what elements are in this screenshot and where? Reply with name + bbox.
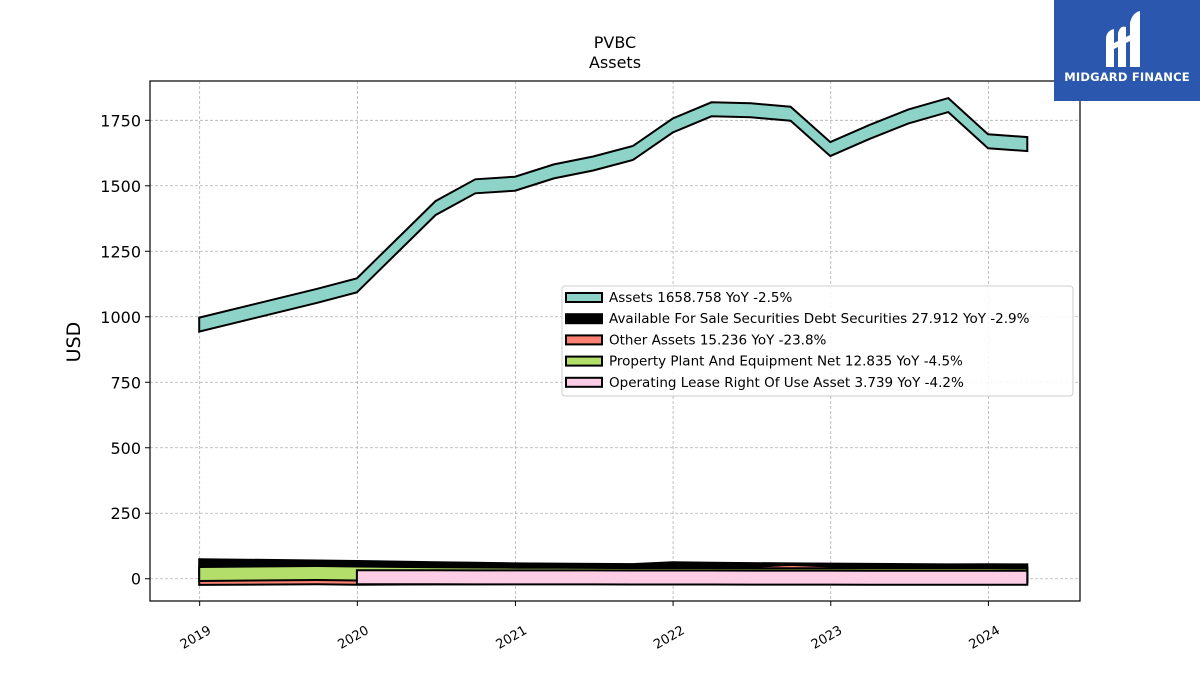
x-tick-label: 2019 (178, 623, 214, 653)
brand-logo-icon (1106, 11, 1140, 68)
x-tick-label: 2023 (809, 623, 845, 653)
legend-box (561, 285, 1074, 397)
y-tick-label: 250 (110, 504, 141, 523)
legend-swatch (565, 376, 603, 388)
y-axis: 0 250 500 750 1000 1250 1500 1750 (100, 111, 150, 589)
series-band (355, 569, 1029, 586)
x-tick-label: 2021 (494, 623, 530, 653)
plot-areas (198, 96, 1029, 586)
chart-title: PVBC (594, 33, 636, 52)
y-tick-label: 0 (131, 570, 141, 589)
brand-name: MIDGARD FINANCE (1064, 70, 1190, 84)
chart-subtitle: Assets (589, 53, 641, 72)
legend-swatch (565, 355, 603, 367)
x-tick-label: 2020 (336, 623, 372, 653)
x-tick-label: 2022 (651, 623, 687, 653)
legend-label: Assets 1658.758 YoY -2.5% (609, 290, 793, 306)
legend-label: Available For Sale Securities Debt Secur… (609, 311, 1030, 327)
y-tick-label: 1500 (100, 177, 141, 196)
series-band (198, 96, 1029, 333)
y-tick-label: 1250 (100, 242, 141, 261)
legend-swatch (565, 313, 603, 325)
brand-logo: MIDGARD FINANCE (1054, 0, 1200, 101)
legend-swatch (565, 334, 603, 346)
y-tick-label: 750 (110, 373, 141, 392)
legend-swatch (565, 292, 603, 303)
x-tick-label: 2024 (967, 623, 1003, 653)
legend-label: Operating Lease Right Of Use Asset 3.739… (609, 375, 964, 391)
legend-label: Property Plant And Equipment Net 12.835 … (609, 354, 963, 370)
legend: Assets 1658.758 YoY -2.5% Available For S… (561, 285, 1074, 397)
y-tick-label: 500 (110, 439, 141, 458)
plot-frame (149, 80, 1081, 602)
x-axis: 2019 2020 2021 2022 2023 2024 (178, 601, 1003, 653)
legend-label: Other Assets 15.236 YoY -23.8% (609, 332, 827, 348)
y-tick-label: 1000 (100, 308, 141, 327)
y-tick-label: 1750 (100, 111, 141, 130)
y-axis-label: USD (63, 322, 85, 363)
